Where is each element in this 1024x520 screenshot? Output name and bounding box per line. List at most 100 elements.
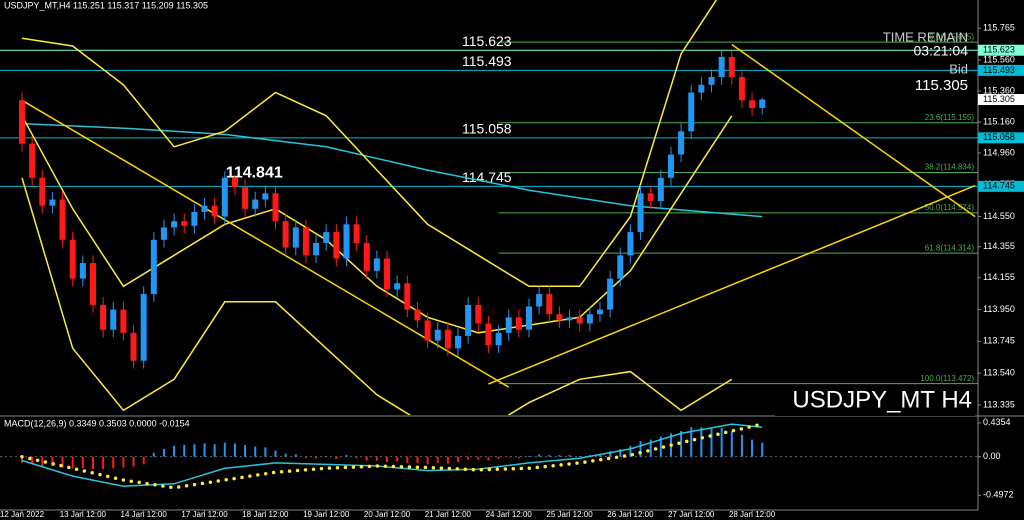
histogram-bar bbox=[457, 456, 460, 463]
symbol-label: USDJPY_MT H4 bbox=[792, 386, 972, 413]
macd-title: MACD(12,26,9) 0.3349 0.3503 0.0000 -0.01… bbox=[4, 418, 190, 428]
candle-body bbox=[424, 320, 431, 341]
histogram-bar bbox=[102, 456, 105, 470]
y-tick-label: 114.155 bbox=[983, 272, 1015, 282]
candle-body bbox=[181, 221, 188, 226]
candle-body bbox=[414, 309, 421, 321]
bid-value: 115.305 bbox=[915, 77, 968, 94]
candle-body bbox=[434, 329, 441, 341]
candle-body bbox=[698, 84, 705, 93]
y-tick-label: 114.355 bbox=[983, 241, 1015, 251]
candle-body bbox=[171, 221, 178, 228]
histogram-bar bbox=[487, 456, 490, 461]
macd-panel bbox=[0, 422, 978, 490]
histogram-bar bbox=[548, 455, 551, 457]
indicator-line bbox=[21, 115, 733, 334]
histogram-bar bbox=[751, 439, 754, 457]
candle-body bbox=[140, 294, 147, 361]
histogram-bar bbox=[31, 456, 34, 465]
candle-body bbox=[201, 205, 208, 212]
candle-body bbox=[120, 309, 127, 333]
candle-body bbox=[272, 193, 279, 222]
histogram-bar bbox=[304, 456, 307, 459]
candle-body bbox=[749, 100, 756, 109]
histogram-bar bbox=[619, 448, 622, 457]
candle-body bbox=[150, 239, 157, 295]
y-tick-label: 114.550 bbox=[983, 211, 1015, 221]
level-label: 114.745 bbox=[462, 169, 512, 185]
histogram-bar bbox=[436, 456, 439, 463]
candle-body bbox=[19, 100, 25, 144]
histogram-bar bbox=[761, 442, 764, 457]
level-axis-box bbox=[978, 44, 1024, 56]
candle-body bbox=[566, 317, 573, 321]
trend-line bbox=[731, 43, 976, 218]
y-tick-label: 115.765 bbox=[983, 23, 1015, 33]
y-tick-label: 115.560 bbox=[983, 54, 1015, 64]
y-tick-label: 114.960 bbox=[983, 147, 1015, 157]
candle-body bbox=[505, 317, 512, 333]
histogram-bar bbox=[355, 456, 358, 459]
fib-label: 61.8(114.314) bbox=[925, 243, 975, 252]
candle-body bbox=[160, 227, 167, 240]
histogram-bar bbox=[720, 427, 723, 457]
candle-body bbox=[282, 221, 289, 248]
histogram-bar bbox=[173, 445, 176, 457]
x-tick-label: 14 Jan 12:00 bbox=[121, 510, 168, 519]
histogram-bar bbox=[71, 456, 74, 469]
histogram-bar bbox=[254, 446, 257, 457]
candle-body bbox=[313, 242, 320, 256]
histogram-bar bbox=[507, 456, 510, 458]
histogram-bar bbox=[446, 456, 449, 464]
x-tick-label: 19 Jan 12:00 bbox=[303, 510, 350, 519]
candle-body bbox=[384, 258, 391, 290]
y-tick-label: 0.4354 bbox=[983, 417, 1011, 427]
candle-body bbox=[353, 224, 360, 243]
candle-body bbox=[394, 283, 401, 290]
fib-label: 23.6(115.155) bbox=[925, 113, 975, 122]
candle-body bbox=[526, 306, 532, 330]
level-label: 115.493 bbox=[462, 53, 512, 69]
histogram-bar bbox=[467, 456, 470, 460]
candle-body bbox=[536, 294, 543, 307]
histogram-bar bbox=[284, 453, 287, 457]
histogram-bar bbox=[345, 455, 348, 457]
candle-body bbox=[455, 335, 462, 349]
x-tick-label: 17 Jan 12:00 bbox=[181, 510, 228, 519]
histogram-bar bbox=[629, 445, 632, 457]
candle-body bbox=[576, 317, 583, 324]
histogram-bar bbox=[538, 454, 541, 457]
y-tick-label: 115.160 bbox=[983, 116, 1015, 126]
histogram-bar bbox=[639, 441, 642, 457]
candle-body bbox=[211, 205, 218, 217]
candle-body bbox=[475, 304, 482, 324]
candle-body bbox=[759, 99, 766, 108]
histogram-bar bbox=[91, 456, 94, 470]
y-tick-label: 115.360 bbox=[983, 85, 1015, 95]
symbol-backdrop bbox=[775, 386, 975, 416]
histogram-bar bbox=[122, 456, 125, 468]
histogram-bar bbox=[700, 427, 703, 457]
candle-body bbox=[231, 177, 238, 188]
histogram-bar bbox=[51, 456, 54, 466]
candle-body bbox=[667, 154, 674, 178]
texts: USDJPY_MT,H4 115.251 115.317 115.209 115… bbox=[4, 0, 975, 428]
x-tick-label: 18 Jan 12:00 bbox=[242, 510, 289, 519]
candle-body bbox=[130, 332, 137, 361]
x-tick-label: 26 Jan 12:00 bbox=[607, 510, 654, 519]
indicator-line bbox=[21, 122, 763, 218]
candle-body bbox=[373, 258, 380, 271]
candle-body bbox=[252, 199, 259, 209]
candle-body bbox=[262, 193, 269, 200]
candle-body bbox=[221, 177, 228, 217]
candle-body bbox=[647, 193, 654, 202]
candle-body bbox=[59, 199, 66, 240]
candle-body bbox=[49, 199, 56, 206]
histogram-bar bbox=[274, 450, 277, 457]
candle-body bbox=[718, 56, 725, 78]
candle-body bbox=[323, 232, 330, 243]
y-tick-label: 113.745 bbox=[983, 336, 1015, 346]
histogram-bar bbox=[21, 456, 23, 463]
candle-body bbox=[343, 224, 350, 259]
